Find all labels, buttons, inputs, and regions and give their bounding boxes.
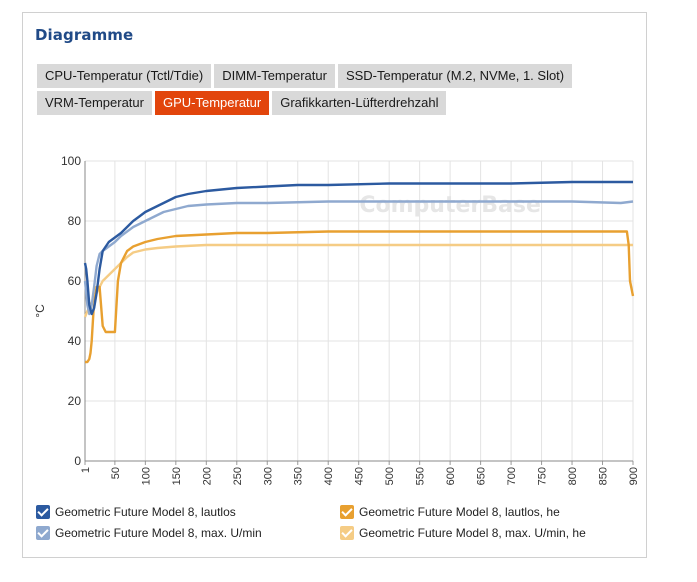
x-tick-label: 550 bbox=[415, 467, 427, 485]
x-tick-label: 700 bbox=[506, 467, 518, 485]
series-line-0 bbox=[83, 180, 633, 316]
checkbox-icon[interactable] bbox=[340, 505, 354, 519]
y-tick-label: 60 bbox=[68, 274, 82, 288]
legend-item-max-rpm-he[interactable]: Geometric Future Model 8, max. U/min, he bbox=[340, 526, 586, 540]
tab-ssd-temperature[interactable]: SSD-Temperatur (M.2, NVMe, 1. Slot) bbox=[337, 64, 573, 88]
legend-label: Geometric Future Model 8, lautlos bbox=[55, 505, 236, 519]
y-tick-label: 20 bbox=[68, 394, 82, 408]
legend-item-lautlos[interactable]: Geometric Future Model 8, lautlos bbox=[36, 505, 236, 519]
x-tick-label: 400 bbox=[323, 467, 335, 485]
tab-dimm-temperature[interactable]: DIMM-Temperatur bbox=[214, 64, 335, 88]
legend-label: Geometric Future Model 8, max. U/min bbox=[55, 526, 262, 540]
x-tick-label: 250 bbox=[232, 467, 244, 485]
x-tick-label: 450 bbox=[354, 467, 366, 485]
series-line-1 bbox=[83, 200, 634, 316]
x-tick-label: 850 bbox=[598, 467, 610, 485]
tab-cpu-temperature[interactable]: CPU-Temperatur (Tctl/Tdie) bbox=[37, 64, 212, 88]
checkbox-icon[interactable] bbox=[36, 526, 50, 540]
x-tick-label: 1 bbox=[80, 467, 92, 473]
x-tick-label: 200 bbox=[201, 467, 213, 485]
y-tick-label: 0 bbox=[74, 454, 81, 468]
x-tick-label: 50 bbox=[110, 467, 122, 479]
y-tick-label: 80 bbox=[68, 214, 82, 228]
legend-item-lautlos-he[interactable]: Geometric Future Model 8, lautlos, he bbox=[340, 505, 560, 519]
x-tick-label: 500 bbox=[384, 467, 396, 485]
y-tick-label: 100 bbox=[61, 154, 81, 168]
y-tick-label: 40 bbox=[68, 334, 82, 348]
legend-item-max-rpm[interactable]: Geometric Future Model 8, max. U/min bbox=[36, 526, 262, 540]
diagram-panel: Diagramme CPU-Temperatur (Tctl/Tdie) DIM… bbox=[22, 12, 647, 558]
legend-label: Geometric Future Model 8, lautlos, he bbox=[359, 505, 560, 519]
panel-title: Diagramme bbox=[35, 26, 134, 44]
chart-tabs: CPU-Temperatur (Tctl/Tdie) DIMM-Temperat… bbox=[37, 64, 637, 118]
y-axis-label: °C bbox=[33, 304, 47, 318]
legend-label: Geometric Future Model 8, max. U/min, he bbox=[359, 526, 586, 540]
x-tick-label: 600 bbox=[445, 467, 457, 485]
tab-gpu-fan-speed[interactable]: Grafikkarten-Lüfterdrehzahl bbox=[272, 91, 447, 115]
tab-gpu-temperature[interactable]: GPU-Temperatur bbox=[154, 91, 270, 115]
checkbox-icon[interactable] bbox=[36, 505, 50, 519]
x-tick-label: 750 bbox=[537, 467, 549, 485]
checkbox-icon[interactable] bbox=[340, 526, 354, 540]
x-tick-label: 900 bbox=[628, 467, 640, 485]
tab-vrm-temperature[interactable]: VRM-Temperatur bbox=[37, 91, 152, 115]
x-tick-label: 800 bbox=[567, 467, 579, 485]
x-tick-label: 650 bbox=[476, 467, 488, 485]
x-tick-label: 100 bbox=[140, 467, 152, 485]
tab-row-1: CPU-Temperatur (Tctl/Tdie) DIMM-Temperat… bbox=[37, 64, 637, 88]
tab-row-2: VRM-Temperatur GPU-Temperatur Grafikkart… bbox=[37, 91, 637, 115]
x-tick-label: 300 bbox=[262, 467, 274, 485]
x-tick-label: 350 bbox=[293, 467, 305, 485]
x-tick-label: 150 bbox=[171, 467, 183, 485]
